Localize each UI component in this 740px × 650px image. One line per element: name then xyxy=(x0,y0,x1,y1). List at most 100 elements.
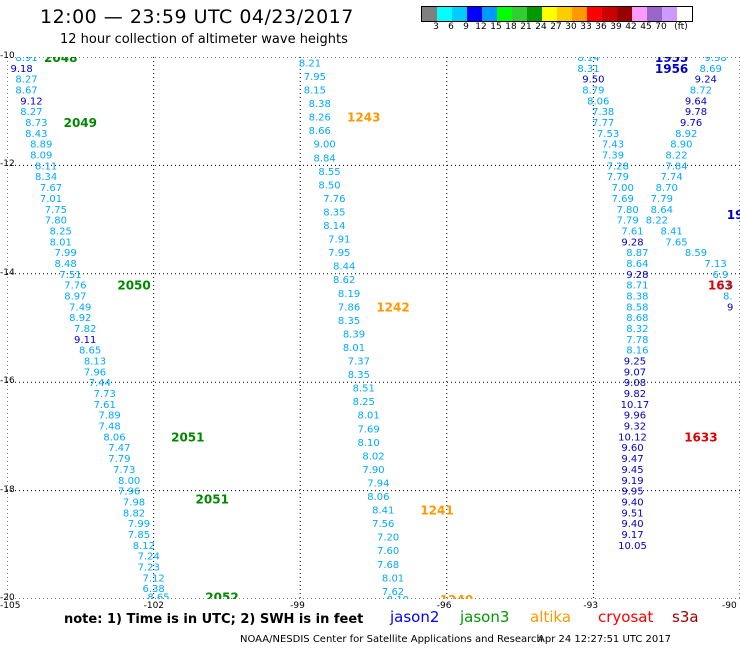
wave-height-label: 8. xyxy=(723,291,733,302)
wave-height-label: 7.68 xyxy=(377,560,399,571)
wave-height-label: 9.19 xyxy=(621,476,643,487)
wave-height-label: 7.20 xyxy=(377,533,399,544)
y-tick-label: -14 xyxy=(0,267,15,278)
colorbar-swatch xyxy=(677,7,692,21)
wave-height-label: 7.44 xyxy=(89,378,111,389)
wave-height-label: 7.65 xyxy=(665,237,687,248)
wave-height-label: 7.90 xyxy=(362,465,384,476)
wave-height-label: 7.95 xyxy=(304,72,326,83)
wave-height-label: 8.84 xyxy=(314,153,336,164)
wave-height-label: 8.73 xyxy=(25,118,47,129)
wave-height-label: 8.31 xyxy=(577,64,599,75)
colorbar-label: 3 xyxy=(433,22,439,32)
colorbar-swatch xyxy=(497,7,512,21)
legend-item-jason3: jason3 xyxy=(460,608,510,626)
wave-height-label: 8.25 xyxy=(50,226,72,237)
colorbar-label: (ft) xyxy=(674,22,688,32)
wave-height-label: 9.12 xyxy=(20,96,42,107)
wave-height-label: 7.73 xyxy=(94,389,116,400)
colorbar-label: 33 xyxy=(580,22,592,32)
wave-height-label: 9.64 xyxy=(685,96,707,107)
wave-height-label: 8.55 xyxy=(318,167,340,178)
x-tick-label: -105 xyxy=(0,601,21,611)
wave-height-label: 8.01 xyxy=(343,343,365,354)
footer-note: note: 1) Time is in UTC; 2) SWH is in fe… xyxy=(64,612,364,627)
colorbar-label: 42 xyxy=(625,22,637,32)
wave-height-label: 7.85 xyxy=(128,530,150,541)
wave-height-label: 8.65 xyxy=(79,346,101,357)
wave-height-label: 8.66 xyxy=(309,126,331,137)
colorbar-swatch xyxy=(617,7,632,21)
wave-height-label: 8.35 xyxy=(338,316,360,327)
wave-height-label: 8.11 xyxy=(35,161,57,172)
wave-height-label: 8.12 xyxy=(133,541,155,552)
wave-height-label: 7.84 xyxy=(665,161,687,172)
y-tick-label: -16 xyxy=(0,376,15,387)
wave-height-label: 8.50 xyxy=(318,180,340,191)
wave-height-label: 8.34 xyxy=(35,172,57,183)
legend-item-altika: altika xyxy=(530,608,572,626)
timestamp-text: Apr 24 12:27:51 UTC 2017 xyxy=(538,634,671,645)
wave-height-label: 6.38 xyxy=(142,584,164,595)
wave-height-label: 7.77 xyxy=(592,118,614,129)
pass-time-label: 1241 xyxy=(420,504,453,518)
pass-time-label: 19 xyxy=(727,208,740,222)
legend-item-s3a: s3a xyxy=(672,608,699,626)
wave-height-label: 7.95 xyxy=(328,248,350,259)
pass-time-label: 1955 xyxy=(655,57,688,65)
colorbar-label: 15 xyxy=(490,22,502,32)
wave-height-label: 7.82 xyxy=(74,324,96,335)
wave-height-label: 7.69 xyxy=(357,424,379,435)
colorbar-label: 36 xyxy=(595,22,607,32)
wave-height-label: 7.38 xyxy=(592,107,614,118)
wave-height-label: 8.82 xyxy=(123,508,145,519)
colorbar-label: 6 xyxy=(448,22,454,32)
x-tick-label: -96 xyxy=(436,601,452,611)
wave-height-label: 8.44 xyxy=(333,262,355,273)
wave-height-label: 9.60 xyxy=(621,443,643,454)
wave-height-label: 9.17 xyxy=(621,530,643,541)
wave-height-label: 7.60 xyxy=(377,546,399,557)
page-subtitle: 12 hour collection of altimeter wave hei… xyxy=(60,32,348,47)
x-tick-label: -93 xyxy=(583,601,599,611)
wave-height-label: 8.6 xyxy=(717,281,733,292)
colorbar-swatch xyxy=(512,7,527,21)
pass-time-label: 2048 xyxy=(44,57,77,65)
wave-height-label: 6.9 xyxy=(713,270,729,281)
wave-height-label: 9.40 xyxy=(621,519,643,530)
wave-height-label: 9.96 xyxy=(624,411,646,422)
wave-height-label: 8.01 xyxy=(357,411,379,422)
wave-height-label: 7.61 xyxy=(94,400,116,411)
wave-height-label: 9 xyxy=(727,302,733,313)
pass-time-label: 1633 xyxy=(684,430,717,444)
pass-time-label: 163 xyxy=(708,279,733,293)
wave-height-label: 8.67 xyxy=(15,86,37,97)
page-title: 12:00 — 23:59 UTC 04/23/2017 xyxy=(40,6,354,28)
colorbar-label: 70 xyxy=(655,22,667,32)
wave-height-label: 8.72 xyxy=(690,86,712,97)
colorbar-swatch xyxy=(662,7,677,21)
wave-height-label: 8.14 xyxy=(323,221,345,232)
wave-height-label: 9.40 xyxy=(621,497,643,508)
wave-height-label: 8.06 xyxy=(367,492,389,503)
colorbar-swatch xyxy=(437,7,452,21)
wave-height-label: 7.01 xyxy=(40,194,62,205)
wave-height-label: 9.32 xyxy=(624,422,646,433)
wave-height-label: 7.69 xyxy=(612,194,634,205)
y-tick-label: -18 xyxy=(0,484,15,495)
wave-height-label: 8.27 xyxy=(20,107,42,118)
wave-height-label: 7.89 xyxy=(98,411,120,422)
wave-height-label: 9.95 xyxy=(621,487,643,498)
wave-height-label: 7.56 xyxy=(372,519,394,530)
y-tick-label: -10 xyxy=(0,51,15,61)
wave-height-label: 8.89 xyxy=(30,140,52,151)
wave-height-label: 9.11 xyxy=(74,335,96,346)
pass-time-label: 2051 xyxy=(171,430,204,444)
wave-height-label: 8.22 xyxy=(646,216,668,227)
wave-height-label: 7.99 xyxy=(128,519,150,530)
wave-height-label: 7.96 xyxy=(84,367,106,378)
pass-time-label: 2052 xyxy=(205,590,238,599)
wave-height-label: 8.01 xyxy=(382,573,404,584)
wave-height-label: 8.00 xyxy=(118,476,140,487)
wave-height-label: 8.70 xyxy=(656,183,678,194)
